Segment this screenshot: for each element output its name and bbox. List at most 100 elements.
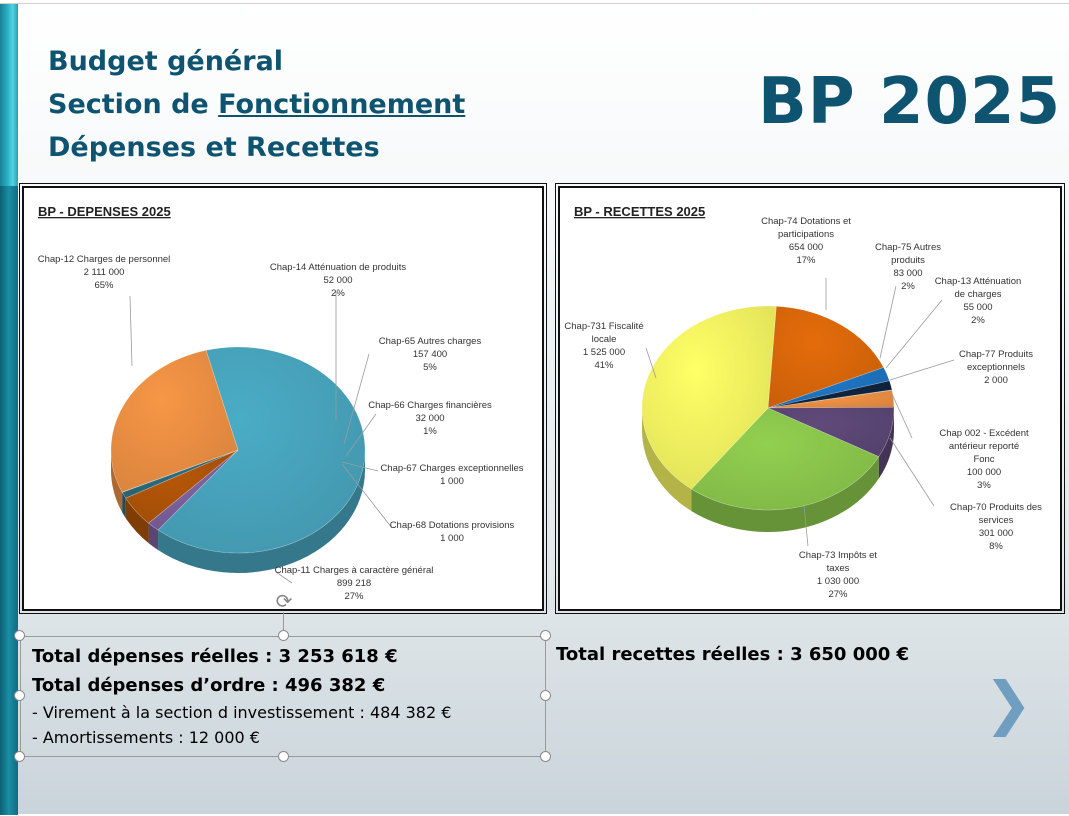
- resize-handle-e[interactable]: [540, 690, 551, 701]
- slice-label: 3%: [977, 480, 991, 491]
- slice-label: 17%: [796, 255, 816, 266]
- slice-label: Chap-68 Dotations provisions: [390, 520, 515, 531]
- slice-label: Chap-70 Produits des: [950, 502, 1042, 513]
- recettes-pie-svg: BP - RECETTES 2025 Chap-74 Dotations et pa…: [564, 204, 1042, 600]
- slice-label: Chap-73 Impôts et: [799, 550, 878, 561]
- pie-slice[interactable]: [767, 389, 895, 409]
- resize-handle-nw[interactable]: [14, 630, 25, 641]
- resize-handle-n[interactable]: [278, 630, 289, 641]
- leader-line: [889, 359, 955, 381]
- leader-line: [889, 437, 935, 507]
- slice-label: Chap 002 - Excédent: [939, 428, 1029, 439]
- slice-label: Chap-77 Produits: [959, 349, 1033, 360]
- slice-label: 1 030 000: [817, 576, 859, 587]
- slice-label: 5%: [423, 362, 437, 373]
- pie-slice[interactable]: [641, 305, 777, 490]
- depenses-pie-chart[interactable]: BP - DEPENSES 2025 Chap-12 Charges de per…: [19, 183, 547, 614]
- pie-slice[interactable]: [767, 380, 893, 409]
- chevron-right-icon[interactable]: ❯: [984, 669, 1033, 737]
- leader-line: [345, 413, 377, 457]
- leader-line: [341, 461, 379, 472]
- slice-label: de charges: [954, 289, 1001, 300]
- resize-handle-ne[interactable]: [540, 630, 551, 641]
- recettes-pie-chart[interactable]: BP - RECETTES 2025 Chap-74 Dotations et pa…: [555, 183, 1065, 614]
- slice-label: Chap-731 Fiscalité: [564, 321, 643, 332]
- leader-line: [803, 505, 809, 547]
- slice-label: Chap-12 Charges de personnel: [38, 254, 171, 265]
- slice-label: Chap-66 Charges financières: [368, 400, 492, 411]
- slice-label: taxes: [827, 563, 850, 574]
- slice-label: 32 000: [415, 413, 444, 424]
- slice-label: 55 000: [963, 302, 992, 313]
- slice-label: 1%: [423, 426, 437, 437]
- pie-slice[interactable]: [157, 346, 366, 554]
- pie-slice[interactable]: [121, 449, 239, 493]
- leader-line: [885, 299, 943, 369]
- title-line-3: Dépenses et Recettes: [48, 132, 380, 163]
- leader-line: [275, 571, 293, 584]
- slice-label: 654 000: [789, 242, 823, 253]
- rotate-connector: [283, 612, 284, 636]
- slice-label: services: [979, 515, 1014, 526]
- pie-slice[interactable]: [148, 449, 239, 531]
- resize-handle-s[interactable]: [278, 751, 289, 762]
- chart-title: BP - DEPENSES 2025: [38, 204, 171, 219]
- slice-label: 157 400: [413, 349, 447, 360]
- pie-slice-side: [122, 492, 126, 519]
- pie-slice[interactable]: [691, 407, 880, 511]
- slice-label: 27%: [344, 591, 364, 602]
- slice-label: Chap-14 Atténuation de produits: [270, 262, 407, 273]
- slice-label: 1 525 000: [583, 347, 625, 358]
- resize-handle-sw[interactable]: [14, 751, 25, 762]
- pie-slice-side: [642, 408, 692, 512]
- headline-bp-2025[interactable]: BP 2025: [758, 65, 1062, 139]
- amortissements-line: - Amortissements : 12 000 €: [32, 728, 260, 747]
- pie-slice-side: [125, 498, 149, 544]
- slice-label: locale: [592, 334, 617, 345]
- depenses-pie-svg: BP - DEPENSES 2025 Chap-12 Charges de per…: [38, 204, 524, 602]
- pie-slice[interactable]: [767, 367, 890, 409]
- virement-line: - Virement à la section d investissement…: [32, 703, 452, 722]
- total-depenses-reelles: Total dépenses réelles : 3 253 618 €: [32, 646, 398, 667]
- pie-slice-side: [111, 450, 123, 512]
- pie-slice[interactable]: [767, 305, 885, 409]
- slice-label: Chap-11 Charges à caractère général: [275, 565, 434, 576]
- pie-slice[interactable]: [110, 349, 239, 493]
- slice-label: 2%: [331, 288, 345, 299]
- slice-label: 899 218: [337, 578, 371, 589]
- total-depenses-ordre: Total dépenses d’ordre : 496 382 €: [32, 675, 386, 696]
- slice-label: 1 000: [440, 476, 464, 487]
- slice-label: produits: [891, 255, 925, 266]
- chart-title: BP - RECETTES 2025: [574, 204, 705, 219]
- pie-slice-side: [148, 523, 159, 551]
- pie-slice[interactable]: [767, 406, 895, 458]
- resize-handle-se[interactable]: [540, 751, 551, 762]
- slice-label: 65%: [94, 280, 114, 291]
- leader-line: [645, 347, 657, 379]
- slice-label: 2%: [901, 281, 915, 292]
- slice-label: 8%: [989, 541, 1003, 552]
- pie-slice[interactable]: [121, 449, 239, 499]
- slice-label: Chap-74 Dotations et: [761, 216, 851, 227]
- leader-line: [343, 353, 370, 445]
- accent-bar: [0, 4, 18, 815]
- slice-label: 2 111 000: [84, 267, 125, 278]
- pie-slice-side: [691, 456, 879, 532]
- resize-handle-w[interactable]: [14, 690, 25, 701]
- slide-title[interactable]: Budget général Section de Fonctionnement…: [48, 40, 465, 169]
- slice-label: Fonc: [973, 454, 994, 465]
- slice-label: antérieur reporté: [949, 441, 1019, 452]
- leader-line: [879, 285, 897, 359]
- slice-label: 83 000: [893, 268, 922, 279]
- leader-line: [891, 393, 913, 439]
- slice-label: 27%: [828, 589, 848, 600]
- rotate-handle-icon[interactable]: ⟳: [275, 591, 293, 613]
- pie-slice[interactable]: [767, 389, 893, 409]
- leader-line: [341, 463, 393, 529]
- title-line-2: Section de Fonctionnement: [48, 89, 466, 120]
- pie-slice[interactable]: [125, 449, 239, 524]
- title-line-1: Budget général: [48, 46, 284, 77]
- slice-label: 100 000: [967, 467, 1001, 478]
- slice-label: Chap-75 Autres: [875, 242, 941, 253]
- slice-label: Chap-67 Charges exceptionnelles: [380, 463, 523, 474]
